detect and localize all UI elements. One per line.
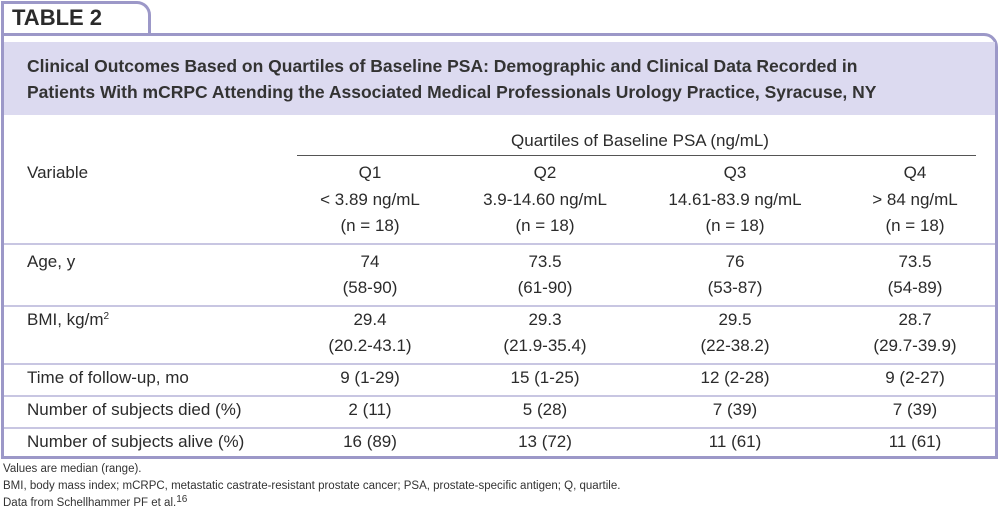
rule	[4, 395, 995, 397]
table-frame	[1, 33, 998, 459]
cell: 5 (28)	[522, 400, 568, 419]
cell: 29.4	[353, 310, 387, 329]
cell: (29.7-39.9)	[873, 336, 957, 355]
cell: 15 (1-25)	[510, 368, 580, 387]
cell: (21.9-35.4)	[503, 336, 587, 355]
cell: 13 (72)	[518, 432, 572, 451]
tab-box	[1, 1, 151, 35]
rule	[4, 305, 995, 307]
cell: (58-90)	[342, 278, 398, 297]
rule	[4, 363, 995, 365]
row-label: BMI, kg/m2	[27, 310, 109, 330]
footnote-superscript: 16	[176, 494, 188, 505]
footnote: Data from Schellhammer PF et al.16	[3, 494, 188, 510]
row-label: Number of subjects alive (%)	[27, 432, 244, 452]
column-header: (n = 18)	[885, 216, 945, 235]
footnote-text: Values are median (range).	[3, 463, 142, 475]
column-header: Variable	[27, 163, 89, 182]
tab-label: TABLE 2	[12, 5, 103, 30]
column-header: (n = 18)	[515, 216, 575, 235]
row-label-text: Number of subjects died (%)	[27, 400, 242, 419]
cell: (22-38.2)	[700, 336, 770, 355]
column-header: > 84 ng/mL	[872, 189, 958, 209]
column-header: Q4	[903, 163, 927, 182]
cell: 9 (1-29)	[340, 368, 400, 387]
cell: 11 (61)	[708, 432, 762, 451]
table-title: Patients With mCRPC Attending the Associ…	[27, 82, 877, 102]
cell: 73.5	[898, 252, 932, 271]
title-band	[4, 42, 995, 115]
cell: 16 (89)	[343, 432, 397, 451]
cell: 29.5	[718, 310, 752, 329]
row-label-text: Number of subjects alive (%)	[27, 432, 245, 451]
column-header: Q1	[358, 163, 382, 182]
cell: 9 (2-27)	[885, 368, 945, 387]
row-label-text: Age, y	[27, 252, 76, 271]
footnote-text: Data from Schellhammer PF et al.	[3, 497, 177, 509]
column-header: 14.61-83.9 ng/mL	[668, 189, 802, 209]
row-label: Number of subjects died (%)	[27, 400, 241, 420]
footnote: Values are median (range).	[3, 462, 142, 476]
column-header: (n = 18)	[705, 216, 765, 235]
cell: 12 (2-28)	[700, 368, 770, 387]
rule	[297, 155, 976, 156]
cell: 11 (61)	[888, 432, 942, 451]
row-label: Age, y	[27, 252, 75, 272]
cell: (54-89)	[887, 278, 943, 297]
cell: 76	[725, 252, 745, 271]
cell: 2 (11)	[348, 400, 392, 419]
cell: 74	[360, 252, 380, 271]
rule	[4, 243, 995, 245]
cell: 28.7	[898, 310, 932, 329]
cell: 73.5	[528, 252, 562, 271]
footnote-text: BMI, body mass index; mCRPC, metastatic …	[3, 480, 621, 492]
row-label: Time of follow-up, mo	[27, 368, 189, 388]
cell: (61-90)	[517, 278, 573, 297]
group-header: Quartiles of Baseline PSA (ng/mL)	[511, 131, 769, 150]
column-header: 3.9-14.60 ng/mL	[483, 189, 607, 209]
row-label-superscript: 2	[103, 311, 110, 322]
cell: 7 (39)	[892, 400, 938, 419]
cell: 7 (39)	[712, 400, 758, 419]
column-header: < 3.89 ng/mL	[320, 189, 420, 209]
footnote: BMI, body mass index; mCRPC, metastatic …	[3, 479, 620, 493]
column-header: Q3	[723, 163, 747, 182]
cell: 29.3	[528, 310, 562, 329]
table-title: Clinical Outcomes Based on Quartiles of …	[27, 56, 858, 76]
cell: (20.2-43.1)	[328, 336, 412, 355]
column-header: (n = 18)	[340, 216, 400, 235]
rule	[4, 427, 995, 429]
row-label-text: Time of follow-up, mo	[27, 368, 189, 387]
column-header: Q2	[533, 163, 557, 182]
cell: (53-87)	[707, 278, 763, 297]
row-label-text: BMI, kg/m	[27, 310, 104, 329]
